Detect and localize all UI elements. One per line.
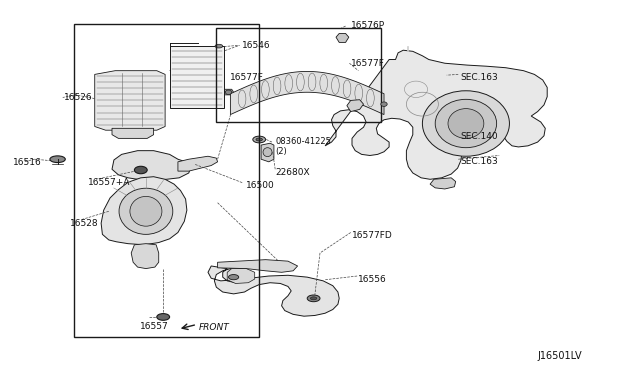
Ellipse shape — [381, 102, 387, 106]
Polygon shape — [131, 244, 159, 269]
Text: 16576P: 16576P — [351, 21, 385, 30]
Text: 08360-41225
(2): 08360-41225 (2) — [275, 137, 331, 156]
Polygon shape — [336, 33, 349, 42]
Polygon shape — [230, 71, 384, 115]
Text: 22680X: 22680X — [275, 168, 310, 177]
Text: SEC.140: SEC.140 — [461, 132, 499, 141]
Ellipse shape — [215, 44, 223, 48]
Polygon shape — [178, 156, 218, 171]
Text: 16557: 16557 — [140, 322, 168, 331]
Text: 16546: 16546 — [242, 41, 271, 50]
Ellipse shape — [448, 109, 484, 138]
Polygon shape — [101, 177, 187, 245]
Ellipse shape — [310, 297, 317, 300]
Polygon shape — [378, 100, 392, 108]
Text: FRONT: FRONT — [198, 323, 229, 332]
Ellipse shape — [119, 188, 173, 234]
Text: 16577FD: 16577FD — [352, 231, 393, 240]
Polygon shape — [227, 269, 255, 283]
Polygon shape — [112, 128, 154, 138]
Text: J16501LV: J16501LV — [538, 352, 582, 361]
Ellipse shape — [422, 91, 509, 156]
Text: SEC.163: SEC.163 — [461, 73, 499, 82]
Ellipse shape — [225, 90, 232, 94]
Polygon shape — [112, 151, 191, 180]
Ellipse shape — [256, 138, 262, 141]
Text: 16577F: 16577F — [230, 73, 264, 82]
Polygon shape — [208, 266, 339, 316]
Text: 16557+A: 16557+A — [88, 178, 131, 187]
Text: 16526: 16526 — [64, 93, 93, 102]
Ellipse shape — [50, 156, 65, 163]
Text: 16556: 16556 — [358, 275, 387, 283]
Ellipse shape — [130, 196, 162, 226]
Polygon shape — [325, 50, 547, 179]
Ellipse shape — [157, 314, 170, 320]
Polygon shape — [430, 178, 456, 189]
Text: 16500: 16500 — [246, 182, 275, 190]
Bar — [74, 24, 259, 337]
Text: SEC.163: SEC.163 — [461, 157, 499, 166]
Polygon shape — [95, 71, 165, 130]
Ellipse shape — [228, 275, 239, 280]
Ellipse shape — [134, 166, 147, 174]
Ellipse shape — [307, 295, 320, 302]
Polygon shape — [347, 100, 364, 112]
Text: 16516: 16516 — [13, 158, 42, 167]
Bar — [216, 28, 381, 122]
Ellipse shape — [263, 148, 272, 157]
Ellipse shape — [253, 136, 266, 143]
Polygon shape — [261, 143, 274, 162]
Text: 16577F: 16577F — [351, 59, 385, 68]
Polygon shape — [218, 260, 298, 272]
Polygon shape — [223, 89, 234, 95]
Text: 16528: 16528 — [70, 219, 99, 228]
Ellipse shape — [435, 99, 497, 148]
Bar — [170, 46, 224, 108]
